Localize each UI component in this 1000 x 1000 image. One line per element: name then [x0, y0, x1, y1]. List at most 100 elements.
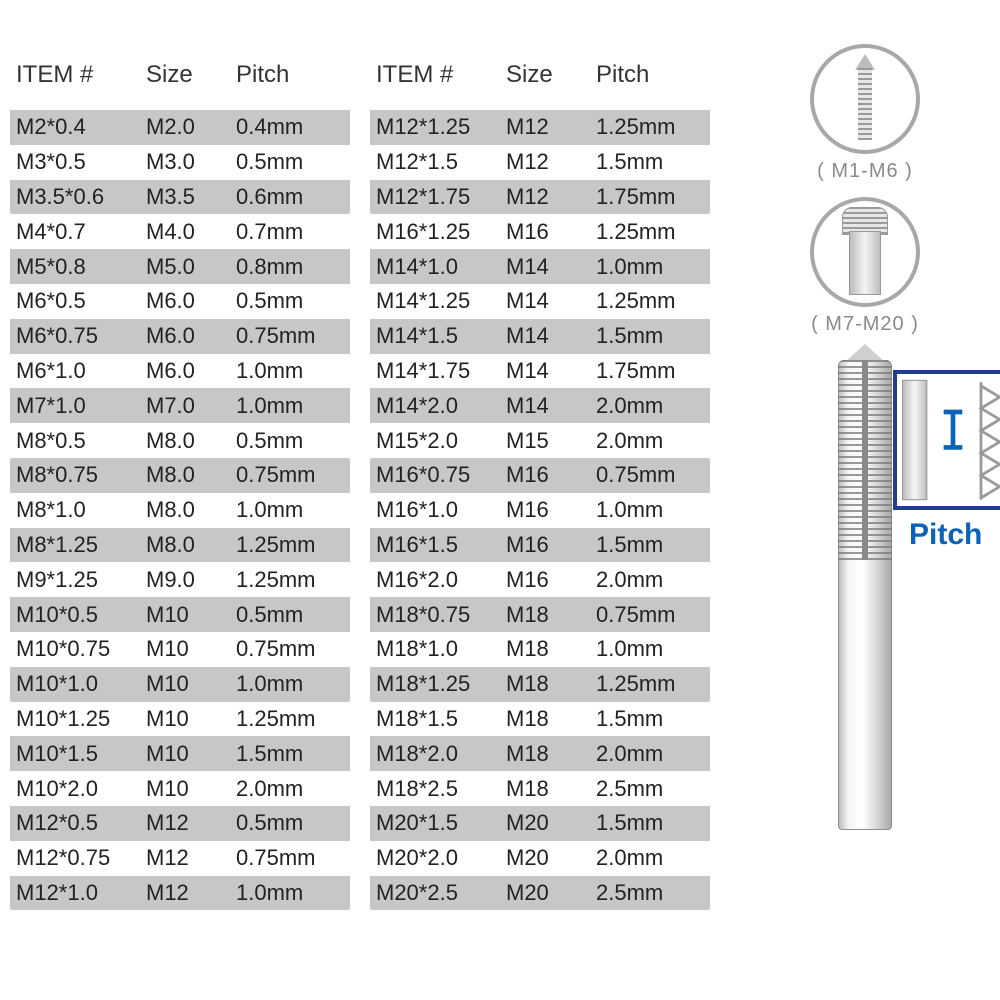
cell-item: M9*1.25: [10, 567, 140, 593]
col-header-size: Size: [500, 61, 590, 89]
cell-item: M16*1.5: [370, 532, 500, 558]
cell-item: M20*1.5: [370, 810, 500, 836]
cell-pitch: 2.0mm: [590, 845, 710, 871]
cell-size: M10: [140, 671, 230, 697]
cell-pitch: 1.5mm: [590, 810, 710, 836]
cell-pitch: 2.5mm: [590, 880, 710, 906]
cell-size: M2.0: [140, 114, 230, 140]
table-header: ITEM # Size Pitch: [370, 40, 710, 110]
tap-large-icon: [835, 207, 895, 297]
cell-size: M10: [140, 776, 230, 802]
cell-size: M9.0: [140, 567, 230, 593]
table-row: M10*0.75M100.75mm: [10, 632, 350, 667]
cell-size: M18: [500, 741, 590, 767]
cell-item: M20*2.5: [370, 880, 500, 906]
cell-size: M12: [500, 114, 590, 140]
cell-item: M10*1.5: [10, 741, 140, 767]
cell-size: M12: [140, 810, 230, 836]
circle1-label: ( M1-M6 ): [817, 160, 913, 183]
tap-small-icon: [850, 54, 880, 144]
table-row: M7*1.0M7.01.0mm: [10, 388, 350, 423]
cell-pitch: 1.0mm: [230, 393, 350, 419]
table-row: M5*0.8M5.00.8mm: [10, 249, 350, 284]
cell-item: M18*1.0: [370, 636, 500, 662]
cell-pitch: 0.75mm: [230, 636, 350, 662]
cell-size: M5.0: [140, 254, 230, 280]
cell-pitch: 0.7mm: [230, 219, 350, 245]
table-row: M16*2.0M162.0mm: [370, 562, 710, 597]
cell-pitch: 1.25mm: [230, 532, 350, 558]
cell-item: M16*1.0: [370, 497, 500, 523]
table-row: M14*1.5M141.5mm: [370, 319, 710, 354]
cell-item: M3*0.5: [10, 149, 140, 175]
cell-pitch: 2.0mm: [590, 428, 710, 454]
cell-pitch: 0.75mm: [590, 462, 710, 488]
table-row: M9*1.25M9.01.25mm: [10, 562, 350, 597]
cell-pitch: 0.5mm: [230, 428, 350, 454]
cell-size: M18: [500, 636, 590, 662]
cell-size: M10: [140, 602, 230, 628]
cell-pitch: 0.75mm: [230, 462, 350, 488]
table-row: M3*0.5M3.00.5mm: [10, 145, 350, 180]
table-row: M18*1.5M181.5mm: [370, 702, 710, 737]
spec-tables: ITEM # Size Pitch M2*0.4M2.00.4mmM3*0.5M…: [10, 40, 710, 960]
cell-item: M18*0.75: [370, 602, 500, 628]
cell-item: M6*0.5: [10, 288, 140, 314]
tap-illustration: Pitch: [831, 360, 899, 830]
cell-pitch: 1.5mm: [230, 741, 350, 767]
table-row: M12*1.75M121.75mm: [370, 180, 710, 215]
table-row: M10*1.5M101.5mm: [10, 736, 350, 771]
cell-pitch: 2.0mm: [590, 741, 710, 767]
cell-item: M14*1.25: [370, 288, 500, 314]
table-row: M4*0.7M4.00.7mm: [10, 214, 350, 249]
cell-size: M20: [500, 810, 590, 836]
cell-item: M16*0.75: [370, 462, 500, 488]
cell-item: M12*1.25: [370, 114, 500, 140]
cell-pitch: 1.25mm: [590, 219, 710, 245]
table-row: M10*1.25M101.25mm: [10, 702, 350, 737]
cell-pitch: 1.25mm: [230, 567, 350, 593]
table-row: M12*1.0M121.0mm: [10, 876, 350, 911]
table-row: M14*2.0M142.0mm: [370, 388, 710, 423]
tap-variant-circle-large: [810, 197, 920, 307]
pitch-callout: [893, 370, 1000, 510]
tap-shank: [838, 360, 892, 830]
cell-size: M12: [500, 184, 590, 210]
pitch-diagram-icon: [897, 374, 1000, 506]
cell-size: M20: [500, 845, 590, 871]
table-row: M6*0.5M6.00.5mm: [10, 284, 350, 319]
cell-pitch: 0.75mm: [590, 602, 710, 628]
table-row: M12*1.5M121.5mm: [370, 145, 710, 180]
col-header-item: ITEM #: [370, 61, 500, 89]
table-row: M18*2.0M182.0mm: [370, 736, 710, 771]
cell-pitch: 0.4mm: [230, 114, 350, 140]
cell-size: M12: [140, 880, 230, 906]
cell-item: M18*1.5: [370, 706, 500, 732]
cell-item: M10*1.0: [10, 671, 140, 697]
cell-size: M12: [500, 149, 590, 175]
cell-size: M18: [500, 602, 590, 628]
cell-pitch: 1.25mm: [590, 288, 710, 314]
cell-size: M3.5: [140, 184, 230, 210]
cell-size: M14: [500, 254, 590, 280]
cell-item: M12*1.5: [370, 149, 500, 175]
table-row: M16*1.5M161.5mm: [370, 528, 710, 563]
table-row: M18*2.5M182.5mm: [370, 771, 710, 806]
cell-item: M12*1.75: [370, 184, 500, 210]
table-row: M12*0.5M120.5mm: [10, 806, 350, 841]
cell-pitch: 0.5mm: [230, 149, 350, 175]
cell-pitch: 0.5mm: [230, 602, 350, 628]
table-row: M14*1.75M141.75mm: [370, 354, 710, 389]
table-row: M8*0.5M8.00.5mm: [10, 423, 350, 458]
cell-pitch: 1.75mm: [590, 184, 710, 210]
cell-size: M8.0: [140, 462, 230, 488]
cell-item: M10*0.75: [10, 636, 140, 662]
cell-size: M14: [500, 393, 590, 419]
cell-item: M12*0.5: [10, 810, 140, 836]
cell-pitch: 1.25mm: [230, 706, 350, 732]
cell-pitch: 1.0mm: [590, 636, 710, 662]
table-row: M15*2.0M152.0mm: [370, 423, 710, 458]
col-header-pitch: Pitch: [230, 61, 350, 89]
cell-pitch: 0.75mm: [230, 323, 350, 349]
table-row: M14*1.0M141.0mm: [370, 249, 710, 284]
